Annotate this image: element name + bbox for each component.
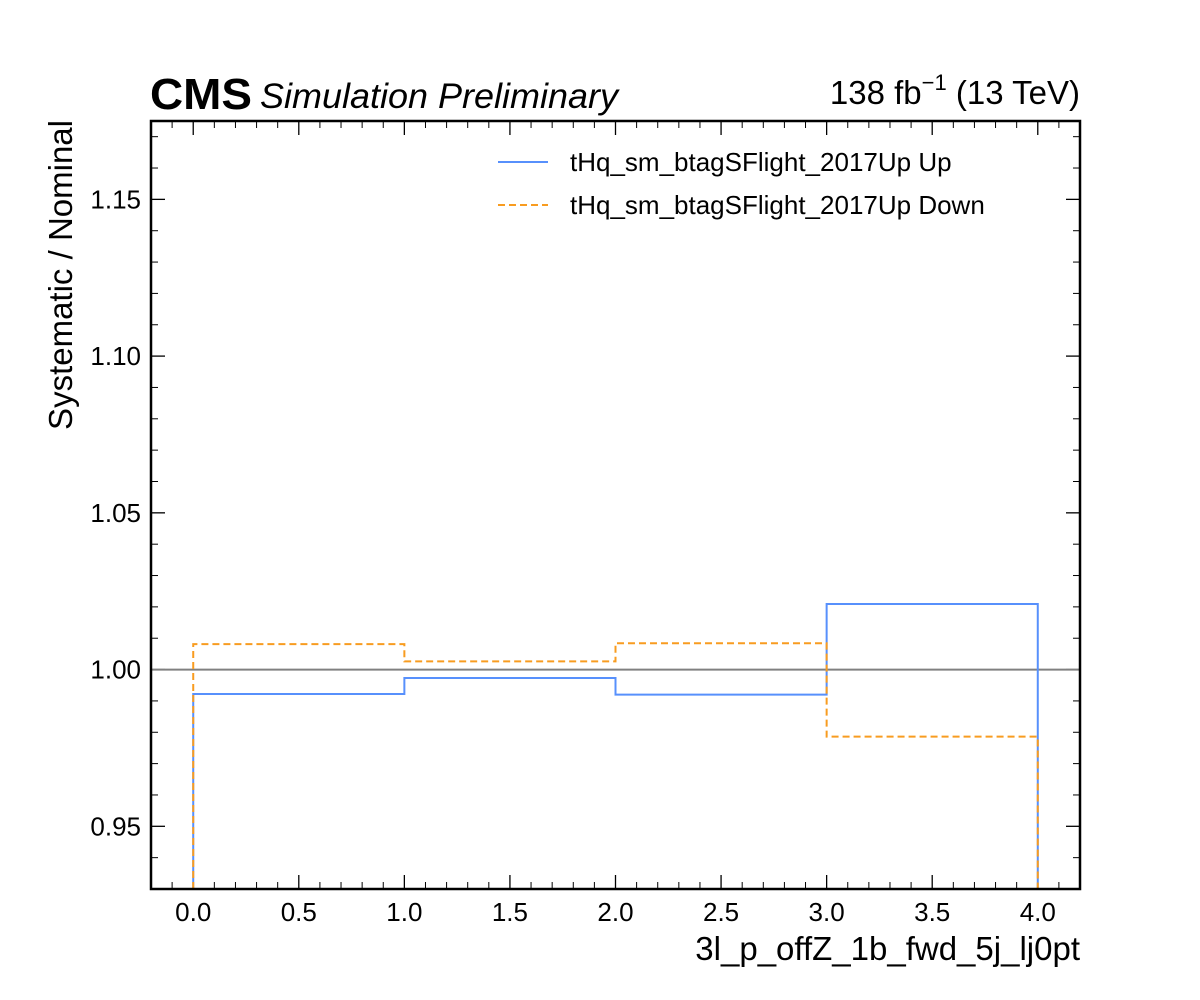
cms-label: CMS [150,70,252,119]
legend: tHq_sm_btagSFlight_2017Up Up tHq_sm_btagS… [498,147,985,220]
x-tick-label: 2.0 [597,897,633,927]
energy-label: (13 TeV) [947,74,1080,111]
x-tick-label: 0.0 [175,897,211,927]
lumi-label: 138 fb−1 (13 TeV) [830,70,1080,111]
y-tick-label: 1.15 [90,184,141,214]
x-tick-label: 4.0 [1020,897,1056,927]
y-tick-label: 0.95 [90,811,141,841]
series-layer [192,603,1039,889]
x-tick-label: 2.5 [703,897,739,927]
legend-label: tHq_sm_btagSFlight_2017Up Up [570,147,952,177]
x-tick-label: 1.5 [492,897,528,927]
status-label: Simulation Preliminary [260,77,621,116]
x-tick-label: 3.0 [809,897,845,927]
lumi-exponent: −1 [922,70,947,95]
series-line-up [192,603,1039,889]
y-tick-label: 1.05 [90,498,141,528]
lumi-value: 138 fb [830,74,922,111]
x-axis-label: 3l_p_offZ_1b_fwd_5j_lj0pt [695,930,1080,967]
plot-frame [149,119,1082,891]
x-tick-label: 3.5 [914,897,950,927]
axis-ticks: 0.0 0.5 1.0 1.5 2.0 2.5 3.0 3.5 4.0 0.95 1.00 1.05 1… [90,121,1081,927]
y-tick-label: 1.00 [90,655,141,685]
x-tick-label: 1.0 [386,897,422,927]
y-tick-label: 1.10 [90,341,141,371]
legend-label: tHq_sm_btagSFlight_2017Up Down [570,190,985,220]
series-line-down [192,642,1039,889]
x-tick-label: 0.5 [281,897,317,927]
y-axis-label: Systematic / Nominal [42,120,79,430]
